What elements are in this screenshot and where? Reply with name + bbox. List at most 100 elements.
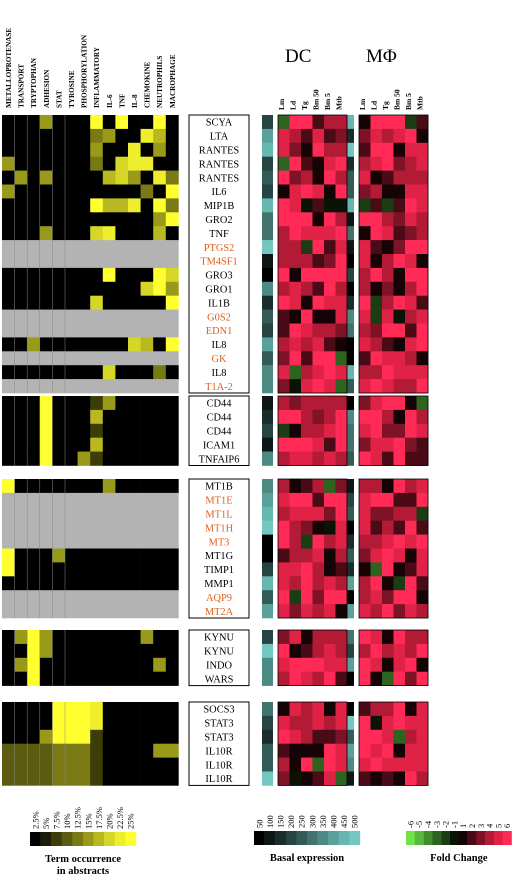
term-cell [27, 492, 41, 508]
term-cell [27, 309, 41, 324]
term-cell [128, 281, 141, 296]
fold-cell [382, 671, 394, 686]
gene-label: MT1E [205, 496, 232, 507]
fold-cell [324, 295, 336, 310]
fold-cell [405, 198, 417, 213]
fold-cell [324, 479, 336, 494]
term-cell [90, 198, 104, 213]
fold-cell [416, 729, 429, 744]
term-cell [2, 115, 15, 130]
fold-cell [359, 267, 371, 283]
fold-cell [359, 548, 371, 563]
term-cell [128, 212, 141, 227]
term-cell [128, 156, 141, 171]
term-cell [140, 365, 154, 380]
term-cell [90, 492, 104, 508]
fold-legend-swatch [432, 831, 442, 845]
term-cell [2, 409, 15, 425]
basal-cell [343, 281, 354, 296]
term-cell [65, 590, 78, 605]
fold-cell [335, 437, 348, 452]
term-cell [90, 534, 104, 549]
basal-cell [262, 757, 273, 772]
fold-cell [301, 212, 313, 227]
fold-cell [289, 506, 302, 521]
term-cell [77, 184, 91, 199]
fold-cell [370, 576, 383, 591]
fold-cell [416, 156, 429, 171]
term-cell [153, 520, 167, 535]
fold-cell [289, 715, 302, 731]
term-cell [115, 743, 129, 758]
fold-cell [324, 254, 336, 269]
gene-label: KYNU [204, 647, 235, 658]
term-cell [39, 729, 53, 744]
fold-cell [278, 604, 290, 619]
term-cell [102, 520, 116, 535]
term-cell [140, 198, 154, 213]
term-cell [115, 729, 129, 744]
term-cell [77, 643, 91, 659]
fold-cell [289, 295, 302, 310]
term-cell [77, 492, 91, 508]
term-cell [27, 396, 41, 411]
fold-legend-tick: -5 [414, 821, 424, 828]
fold-cell [301, 379, 313, 394]
fold-cell [393, 379, 406, 394]
fold-cell [335, 506, 348, 521]
term-cell [52, 323, 66, 338]
term-cell [27, 657, 41, 672]
condition-label: Bm 5 [323, 93, 332, 110]
term-cell [27, 743, 41, 758]
fold-legend-swatch [406, 831, 415, 845]
fold-cell [335, 128, 348, 144]
term-cell [2, 590, 15, 605]
fold-cell [393, 743, 406, 758]
term-cell [2, 743, 15, 758]
basal-cell [262, 379, 273, 394]
term-cell [102, 771, 116, 786]
term-cell [77, 323, 91, 338]
fold-cell [370, 170, 383, 185]
term-cell [165, 267, 179, 283]
fold-cell [382, 702, 394, 717]
basal-cell [343, 671, 354, 686]
term-cell [165, 520, 179, 535]
term-cell [27, 365, 41, 380]
term-cell [115, 198, 129, 213]
basal-cell [343, 198, 354, 213]
basal-cell [343, 771, 354, 786]
term-cell [90, 254, 104, 269]
fold-cell [382, 562, 394, 577]
fold-cell [278, 451, 290, 466]
term-cell [102, 170, 116, 185]
basal-legend-tick: 500 [350, 815, 360, 828]
term-cell [128, 562, 141, 577]
term-cell [52, 604, 66, 619]
term-cell [77, 295, 91, 310]
term-legend-tick: 7.5% [52, 811, 62, 829]
term-cell [52, 576, 66, 591]
term-cell [2, 451, 15, 466]
term-cell [153, 365, 167, 380]
fold-cell [278, 576, 290, 591]
fold-cell [382, 506, 394, 521]
term-cell [14, 520, 28, 535]
term-cell [115, 365, 129, 380]
gene-label: STAT3 [204, 719, 233, 730]
fold-cell [335, 451, 348, 466]
fold-cell [393, 198, 406, 213]
term-cell [140, 657, 154, 672]
fold-cell [405, 423, 417, 438]
fold-cell [359, 142, 371, 157]
term-cell [90, 128, 104, 144]
term-cell [39, 281, 53, 296]
term-cell [65, 309, 78, 324]
term-cell [90, 337, 104, 352]
term-cell [90, 281, 104, 296]
fold-cell [393, 771, 406, 786]
term-cell [165, 757, 179, 772]
fold-cell [405, 757, 417, 772]
term-cell [165, 743, 179, 758]
term-cell [39, 212, 53, 227]
